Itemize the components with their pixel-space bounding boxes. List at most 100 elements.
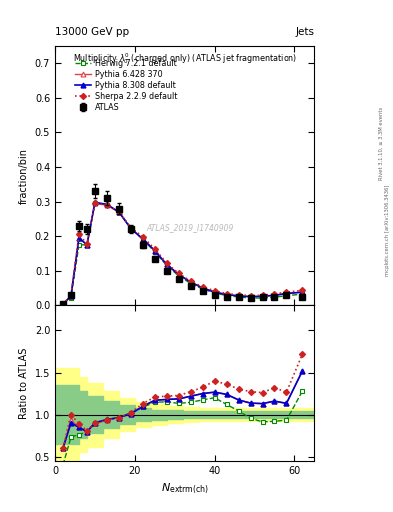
Herwig 7.2.1 default [164, 263, 169, 269]
Herwig 7.2.1 default [129, 224, 133, 230]
Pythia 8.308 default [248, 293, 253, 300]
Text: Multiplicity $\lambda_0^0$ (charged only) (ATLAS jet fragmentation): Multiplicity $\lambda_0^0$ (charged only… [73, 51, 297, 66]
Herwig 7.2.1 default [152, 249, 157, 255]
Pythia 6.428 370 [176, 271, 181, 278]
Pythia 8.308 default [152, 248, 157, 254]
Pythia 6.428 370 [188, 279, 193, 285]
Pythia 6.428 370 [116, 209, 121, 215]
Sherpa 2.2.9 default [164, 260, 169, 266]
Herwig 7.2.1 default [248, 295, 253, 301]
Pythia 8.308 default [176, 271, 181, 278]
Sherpa 2.2.9 default [93, 200, 97, 206]
Pythia 6.428 370 [129, 225, 133, 231]
Herwig 7.2.1 default [84, 242, 89, 248]
Text: Jets: Jets [296, 27, 314, 37]
Pythia 8.308 default [164, 262, 169, 268]
Herwig 7.2.1 default [272, 294, 277, 301]
Herwig 7.2.1 default [69, 294, 73, 301]
Sherpa 2.2.9 default [77, 231, 81, 238]
Pythia 8.308 default [300, 289, 305, 295]
Line: Pythia 8.308 default: Pythia 8.308 default [61, 200, 305, 307]
Herwig 7.2.1 default [300, 291, 305, 297]
Pythia 6.428 370 [152, 248, 157, 254]
Pythia 6.428 370 [212, 289, 217, 295]
Pythia 6.428 370 [77, 235, 81, 241]
Text: ATLAS_2019_I1740909: ATLAS_2019_I1740909 [146, 223, 233, 232]
Pythia 6.428 370 [140, 236, 145, 242]
Pythia 6.428 370 [105, 202, 109, 208]
Pythia 8.308 default [260, 293, 265, 300]
Sherpa 2.2.9 default [300, 287, 305, 293]
Herwig 7.2.1 default [236, 294, 241, 300]
Sherpa 2.2.9 default [105, 202, 109, 208]
Sherpa 2.2.9 default [212, 288, 217, 294]
Herwig 7.2.1 default [200, 286, 205, 292]
Pythia 6.428 370 [200, 285, 205, 291]
Line: Pythia 6.428 370: Pythia 6.428 370 [61, 201, 305, 307]
Y-axis label: Ratio to ATLAS: Ratio to ATLAS [19, 347, 29, 419]
Pythia 8.308 default [236, 293, 241, 299]
Sherpa 2.2.9 default [61, 301, 65, 307]
Pythia 6.428 370 [300, 289, 305, 295]
Herwig 7.2.1 default [77, 242, 81, 248]
Sherpa 2.2.9 default [188, 278, 193, 284]
Pythia 6.428 370 [248, 293, 253, 300]
Sherpa 2.2.9 default [152, 246, 157, 252]
Sherpa 2.2.9 default [116, 209, 121, 215]
Pythia 8.308 default [284, 290, 289, 296]
Pythia 8.308 default [77, 235, 81, 241]
Pythia 8.308 default [61, 301, 65, 307]
Text: mcplots.cern.ch [arXiv:1306.3436]: mcplots.cern.ch [arXiv:1306.3436] [385, 185, 389, 276]
Pythia 6.428 370 [236, 293, 241, 299]
Sherpa 2.2.9 default [140, 234, 145, 240]
Pythia 6.428 370 [69, 292, 73, 298]
Herwig 7.2.1 default [61, 302, 65, 308]
Pythia 8.308 default [212, 289, 217, 295]
Sherpa 2.2.9 default [129, 224, 133, 230]
Pythia 8.308 default [69, 293, 73, 299]
Pythia 8.308 default [200, 285, 205, 291]
Pythia 6.428 370 [224, 291, 229, 297]
Sherpa 2.2.9 default [176, 270, 181, 276]
Pythia 6.428 370 [84, 242, 89, 248]
Pythia 6.428 370 [164, 262, 169, 268]
Pythia 8.308 default [140, 236, 145, 242]
Pythia 8.308 default [188, 279, 193, 285]
Line: Sherpa 2.2.9 default: Sherpa 2.2.9 default [61, 201, 305, 306]
Pythia 8.308 default [93, 199, 97, 205]
Pythia 8.308 default [224, 291, 229, 297]
Sherpa 2.2.9 default [69, 292, 73, 298]
Pythia 8.308 default [272, 292, 277, 298]
Herwig 7.2.1 default [105, 202, 109, 208]
Text: Rivet 3.1.10, ≥ 3.3M events: Rivet 3.1.10, ≥ 3.3M events [379, 106, 384, 180]
Sherpa 2.2.9 default [200, 284, 205, 290]
Pythia 8.308 default [84, 242, 89, 248]
Pythia 8.308 default [129, 225, 133, 231]
Pythia 6.428 370 [93, 200, 97, 206]
Pythia 6.428 370 [61, 301, 65, 307]
Herwig 7.2.1 default [284, 292, 289, 298]
Y-axis label: fraction/bin: fraction/bin [19, 147, 29, 204]
Herwig 7.2.1 default [260, 295, 265, 301]
Line: Herwig 7.2.1 default: Herwig 7.2.1 default [61, 201, 305, 307]
Herwig 7.2.1 default [212, 290, 217, 296]
Pythia 6.428 370 [272, 292, 277, 298]
Herwig 7.2.1 default [176, 273, 181, 279]
Pythia 6.428 370 [260, 293, 265, 300]
Legend: Herwig 7.2.1 default, Pythia 6.428 370, Pythia 8.308 default, Sherpa 2.2.9 defau: Herwig 7.2.1 default, Pythia 6.428 370, … [72, 55, 180, 115]
Pythia 8.308 default [116, 209, 121, 215]
Sherpa 2.2.9 default [224, 290, 229, 296]
Herwig 7.2.1 default [93, 200, 97, 206]
Herwig 7.2.1 default [188, 281, 193, 287]
Pythia 6.428 370 [284, 290, 289, 296]
Sherpa 2.2.9 default [272, 291, 277, 297]
X-axis label: $N_{\mathrm{extrm(ch)}}$: $N_{\mathrm{extrm(ch)}}$ [161, 481, 209, 496]
Herwig 7.2.1 default [116, 209, 121, 215]
Sherpa 2.2.9 default [284, 289, 289, 295]
Sherpa 2.2.9 default [236, 292, 241, 298]
Pythia 8.308 default [105, 201, 109, 207]
Herwig 7.2.1 default [224, 292, 229, 298]
Herwig 7.2.1 default [140, 237, 145, 243]
Text: 13000 GeV pp: 13000 GeV pp [55, 27, 129, 37]
Sherpa 2.2.9 default [260, 292, 265, 298]
